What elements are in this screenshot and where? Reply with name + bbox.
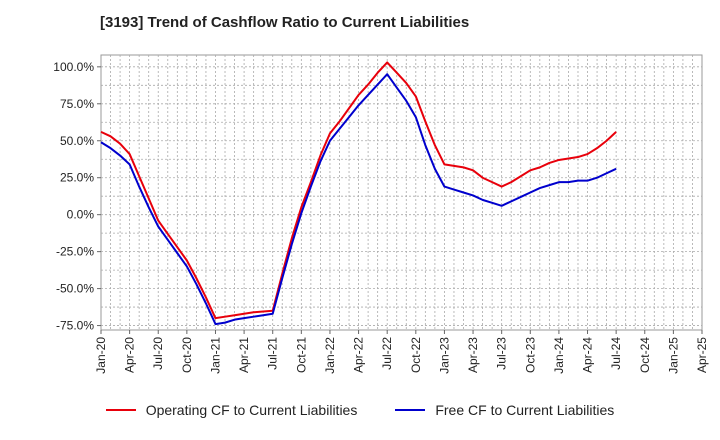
x-tick-label: Jan-22 bbox=[323, 337, 337, 374]
legend-swatch-free-cf bbox=[395, 409, 426, 411]
legend-item-operating-cf: Operating CF to Current Liabilities bbox=[105, 402, 358, 418]
x-tick-label: Oct-21 bbox=[294, 337, 308, 373]
x-tick-label: Oct-24 bbox=[638, 337, 652, 373]
x-tick-label: Jan-21 bbox=[208, 337, 222, 374]
x-tick-label: Jan-20 bbox=[94, 337, 108, 374]
legend-swatch-operating-cf bbox=[105, 409, 136, 411]
y-tick-label: 0.0% bbox=[67, 208, 95, 222]
x-tick-label: Oct-20 bbox=[180, 337, 194, 373]
legend-label-free-cf: Free CF to Current Liabilities bbox=[435, 402, 615, 418]
x-tick-label: Jul-20 bbox=[151, 337, 165, 370]
x-tick-label: Oct-22 bbox=[409, 337, 423, 373]
series-line-free-cf bbox=[100, 73, 617, 326]
x-tick-label: Jul-21 bbox=[266, 337, 280, 370]
x-tick-label: Apr-20 bbox=[123, 337, 137, 373]
x-tick-label: Jan-23 bbox=[437, 337, 451, 374]
plot-area bbox=[100, 54, 703, 331]
x-tick-label: Apr-21 bbox=[237, 337, 251, 373]
x-tick-label: Jul-23 bbox=[495, 337, 509, 370]
y-axis: 100.0% 75.0% 50.0% 25.0% 0.0% -25.0% -50.0% -75… bbox=[53, 60, 101, 333]
series-line-operating-cf bbox=[100, 61, 617, 320]
x-tick-label: Apr-25 bbox=[695, 337, 709, 373]
y-tick-label: -25.0% bbox=[56, 245, 94, 259]
y-tick-label: -50.0% bbox=[56, 282, 94, 296]
chart-title: [3193] Trend of Cashflow Ratio to Curren… bbox=[100, 14, 470, 31]
x-tick-label: Apr-23 bbox=[466, 337, 480, 373]
legend-item-free-cf: Free CF to Current Liabilities bbox=[395, 402, 614, 418]
x-tick-label: Jul-24 bbox=[609, 337, 623, 370]
y-tick-label: 75.0% bbox=[60, 97, 94, 111]
y-tick-label: -75.0% bbox=[56, 319, 94, 333]
y-tick-label: 50.0% bbox=[60, 134, 94, 148]
legend-label-operating-cf: Operating CF to Current Liabilities bbox=[145, 402, 358, 418]
x-axis: Jan-20 Apr-20 Jul-20 Oct-20 Jan-21 Apr-21 Jul-… bbox=[94, 330, 709, 374]
x-tick-label: Jan-25 bbox=[666, 337, 680, 374]
y-tick-label: 100.0% bbox=[53, 60, 94, 74]
x-tick-label: Jan-24 bbox=[552, 337, 566, 374]
x-tick-label: Apr-22 bbox=[352, 337, 366, 373]
series-lines bbox=[100, 61, 617, 326]
y-tick-label: 25.0% bbox=[60, 171, 94, 185]
x-tick-label: Apr-24 bbox=[581, 337, 595, 373]
x-tick-label: Oct-23 bbox=[523, 337, 537, 373]
legend: Operating CF to Current Liabilities Free… bbox=[0, 402, 720, 418]
x-tick-label: Jul-22 bbox=[380, 337, 394, 370]
